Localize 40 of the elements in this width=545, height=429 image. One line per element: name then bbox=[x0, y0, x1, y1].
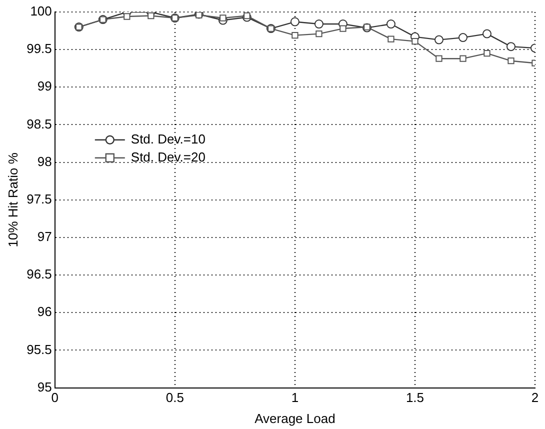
x-tick-label: 1.5 bbox=[406, 390, 424, 406]
y-tick-label: 99 bbox=[37, 78, 52, 94]
y-tick-label: 95.5 bbox=[26, 342, 52, 357]
x-tick-label: 1 bbox=[291, 390, 299, 406]
legend-label: Std. Dev.=20 bbox=[130, 149, 206, 164]
point bbox=[148, 12, 154, 20]
y-tick-label: 96 bbox=[37, 304, 52, 320]
point bbox=[484, 50, 490, 57]
y-axis-title: 10% Hit Ratio % bbox=[5, 152, 20, 248]
point bbox=[124, 13, 130, 20]
point bbox=[388, 36, 394, 42]
point bbox=[436, 55, 442, 62]
point bbox=[458, 33, 468, 42]
point bbox=[412, 38, 418, 45]
point bbox=[314, 20, 324, 29]
y-tick-label: 98.5 bbox=[26, 116, 52, 132]
y-tick-label: 95 bbox=[37, 379, 52, 394]
point bbox=[290, 17, 300, 26]
y-tick-label: 96.5 bbox=[26, 266, 52, 282]
point bbox=[340, 25, 346, 32]
point bbox=[482, 29, 492, 38]
point bbox=[316, 30, 322, 38]
point bbox=[244, 12, 250, 20]
point bbox=[508, 58, 514, 64]
x-tick-label: 0 bbox=[51, 390, 59, 406]
y-tick-label: 97 bbox=[37, 229, 52, 244]
x-tick-label: 0.5 bbox=[166, 390, 184, 406]
point bbox=[460, 55, 466, 62]
x-tick-label: 2 bbox=[531, 390, 539, 406]
y-tick-label: 99.5 bbox=[26, 41, 52, 56]
point bbox=[220, 14, 226, 22]
point bbox=[506, 42, 516, 52]
point bbox=[434, 35, 444, 44]
y-tick-label: 97.5 bbox=[26, 191, 52, 206]
point bbox=[292, 32, 298, 39]
legend-label: Std. Dev.=10 bbox=[130, 131, 206, 146]
point bbox=[386, 20, 396, 29]
y-tick-label: 100 bbox=[30, 4, 52, 19]
y-tick-label: 98 bbox=[37, 154, 52, 169]
x-axis-title: Average Load bbox=[254, 410, 336, 426]
